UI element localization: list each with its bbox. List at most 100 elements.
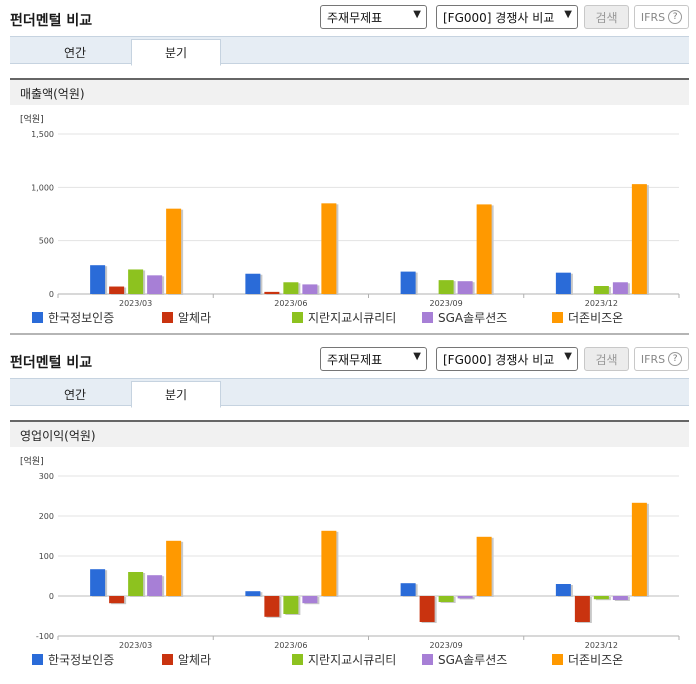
tab-quarterly[interactable]: 분기 <box>131 39 221 66</box>
chart-legend: 한국정보인증 알체라 지란지교시큐리티 SGA솔루션즈 더존비즈온 <box>10 651 689 669</box>
bar <box>593 286 609 294</box>
chevron-down-icon: ▼ <box>413 9 421 20</box>
y-tick-label: 100 <box>39 552 54 561</box>
legend-item[interactable]: 지란지교시큐리티 <box>292 651 396 668</box>
help-icon: ? <box>668 10 683 24</box>
financial-statement-value: 주재무제표 <box>327 10 383 25</box>
y-tick-label: 200 <box>39 512 54 521</box>
bar <box>166 208 182 294</box>
x-tick-label: 2023/03 <box>119 641 152 648</box>
period-tabs: 연간 분기 <box>10 378 689 408</box>
bar <box>147 275 163 294</box>
bar <box>419 596 435 622</box>
bar <box>555 584 571 596</box>
bar <box>245 591 261 596</box>
y-tick-label: 1,500 <box>31 130 54 139</box>
legend-swatch <box>552 312 563 323</box>
ifrs-label: IFRS <box>640 352 666 366</box>
legend-item[interactable]: 알체라 <box>162 309 211 326</box>
legend-label: SGA솔루션즈 <box>438 653 508 667</box>
bar <box>400 583 416 596</box>
section-header: 매출액(억원) <box>10 78 689 105</box>
legend-label: 더존비즈온 <box>568 653 624 667</box>
y-unit-label: [억원] <box>20 455 44 467</box>
panel-title: 펀더멘털 비교 <box>10 355 93 371</box>
x-tick-label: 2023/09 <box>430 641 463 648</box>
competitor-group-value: [FG000] 경쟁사 비교 <box>443 10 555 25</box>
bar <box>400 271 416 294</box>
legend-label: 한국정보인증 <box>48 653 115 667</box>
legend-item[interactable]: SGA솔루션즈 <box>422 309 507 326</box>
x-tick-label: 2023/12 <box>585 299 618 306</box>
bar <box>90 265 106 294</box>
legend-label: 더존비즈온 <box>568 311 624 325</box>
bar <box>593 596 609 600</box>
bar <box>321 530 337 596</box>
legend-swatch <box>422 654 433 665</box>
y-tick-label: 1,000 <box>31 183 54 192</box>
competitor-group-select[interactable]: [FG000] 경쟁사 비교 ▼ <box>436 347 578 371</box>
legend-item[interactable]: 한국정보인증 <box>32 651 114 668</box>
fundamental-panel-operating-profit: 펀더멘털 비교 주재무제표 ▼ [FG000] 경쟁사 비교 ▼ 검색 IFRS… <box>0 342 696 684</box>
legend-swatch <box>32 312 43 323</box>
legend-label: 알체라 <box>178 653 212 667</box>
bar <box>264 596 280 617</box>
legend-label: SGA솔루션즈 <box>438 311 508 325</box>
bar <box>457 596 473 599</box>
chevron-down-icon: ▼ <box>413 351 421 362</box>
legend-item[interactable]: 더존비즈온 <box>552 651 623 668</box>
financial-statement-value: 주재무제표 <box>327 352 383 367</box>
legend-item[interactable]: 알체라 <box>162 651 211 668</box>
fundamental-panel-revenue: 펀더멘털 비교 주재무제표 ▼ [FG000] 경쟁사 비교 ▼ 검색 IFRS… <box>0 0 696 335</box>
bar <box>128 572 144 596</box>
tab-annual[interactable]: 연간 <box>63 387 87 402</box>
bar <box>612 282 628 294</box>
y-unit-label: [억원] <box>20 113 44 125</box>
panel-divider <box>10 333 689 335</box>
competitor-group-select[interactable]: [FG000] 경쟁사 비교 ▼ <box>436 5 578 29</box>
financial-statement-select[interactable]: 주재무제표 ▼ <box>320 347 427 371</box>
legend-item[interactable]: 지란지교시큐리티 <box>292 309 396 326</box>
legend-item[interactable]: SGA솔루션즈 <box>422 651 507 668</box>
bar <box>283 282 299 294</box>
financial-statement-select[interactable]: 주재무제표 ▼ <box>320 5 427 29</box>
x-tick-label: 2023/06 <box>274 299 307 306</box>
legend-swatch <box>552 654 563 665</box>
tab-quarterly[interactable]: 분기 <box>131 381 221 408</box>
y-tick-label: 0 <box>49 290 54 299</box>
legend-item[interactable]: 한국정보인증 <box>32 309 114 326</box>
help-icon: ? <box>668 352 683 366</box>
bar <box>457 281 473 294</box>
bar <box>438 596 454 602</box>
bar <box>283 596 299 614</box>
bar <box>574 596 590 622</box>
tab-annual[interactable]: 연간 <box>63 45 87 60</box>
y-tick-label: 500 <box>39 237 54 246</box>
legend-swatch <box>292 312 303 323</box>
x-tick-label: 2023/12 <box>585 641 618 648</box>
search-button[interactable]: 검색 <box>584 347 629 371</box>
y-tick-label: 300 <box>39 472 54 481</box>
bar <box>631 502 647 596</box>
legend-label: 알체라 <box>178 311 212 325</box>
bar <box>612 596 628 600</box>
ifrs-help-button[interactable]: IFRS ? <box>634 5 689 29</box>
legend-swatch <box>162 312 173 323</box>
x-tick-label: 2023/09 <box>430 299 463 306</box>
ifrs-help-button[interactable]: IFRS ? <box>634 347 689 371</box>
panel-title: 펀더멘털 비교 <box>10 13 93 29</box>
bar <box>438 280 454 294</box>
legend-label: 지란지교시큐리티 <box>308 311 397 325</box>
legend-swatch <box>422 312 433 323</box>
bar <box>245 273 261 294</box>
chevron-down-icon: ▼ <box>564 351 572 362</box>
bar <box>128 269 144 294</box>
y-tick-label: 0 <box>49 592 54 601</box>
chart-legend: 한국정보인증 알체라 지란지교시큐리티 SGA솔루션즈 더존비즈온 <box>10 309 689 327</box>
period-tabs: 연간 분기 <box>10 36 689 66</box>
search-button[interactable]: 검색 <box>584 5 629 29</box>
legend-item[interactable]: 더존비즈온 <box>552 309 623 326</box>
bar <box>476 536 492 596</box>
competitor-group-value: [FG000] 경쟁사 비교 <box>443 352 555 367</box>
legend-swatch <box>162 654 173 665</box>
